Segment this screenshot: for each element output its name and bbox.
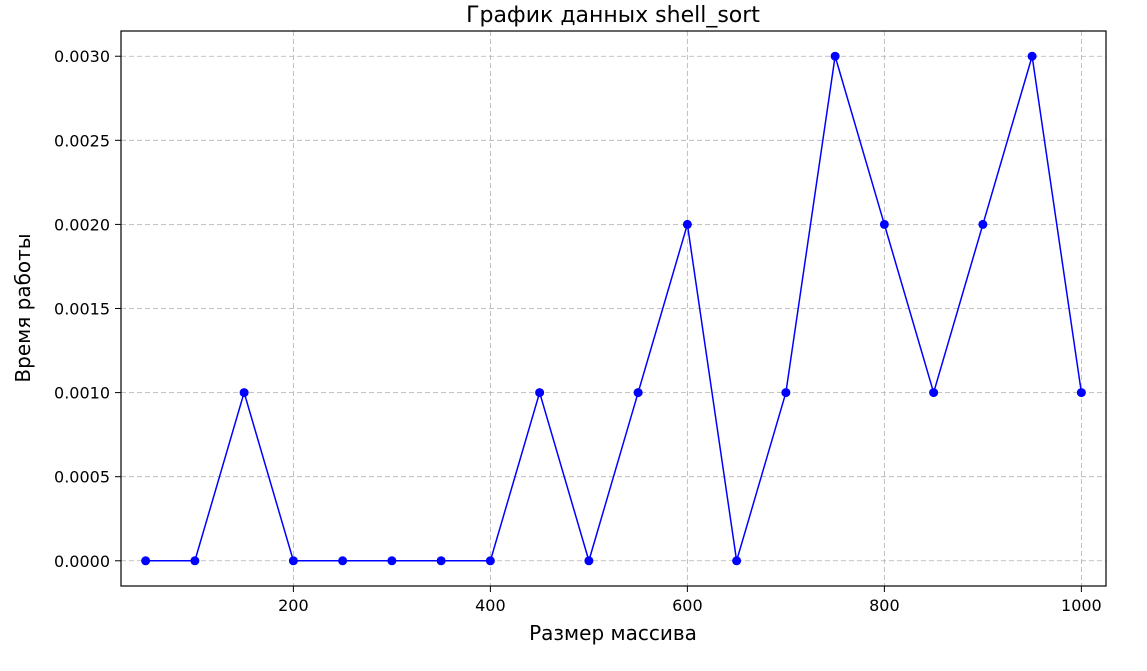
series-line [145, 56, 1083, 564]
x-tick-label: 400 [475, 596, 506, 615]
y-tick-label: 0.0015 [54, 300, 110, 319]
data-point [436, 556, 446, 566]
data-point [387, 556, 397, 566]
x-tick-label: 1000 [1061, 596, 1102, 615]
x-tick-label: 200 [278, 596, 309, 615]
data-point [929, 388, 939, 398]
data-point [584, 556, 594, 566]
y-axis-label: Время работы [11, 233, 35, 382]
data-point [288, 556, 298, 566]
data-point [978, 219, 988, 229]
series-layer [141, 51, 1086, 566]
x-tick-label: 800 [869, 596, 900, 615]
y-tick-label: 0.0020 [54, 215, 110, 234]
y-tick-label: 0.0025 [54, 131, 110, 150]
y-tick-label: 0.0010 [54, 384, 110, 403]
data-point [485, 556, 495, 566]
data-point [830, 51, 840, 61]
data-point [1027, 51, 1037, 61]
data-point [141, 556, 151, 566]
data-point [190, 556, 200, 566]
data-point [338, 556, 348, 566]
data-point [781, 388, 791, 398]
y-axis: 0.0000 0.0005 0.0010 0.0015 0.0020 0.0025 0.00… [54, 47, 121, 571]
data-point [1076, 388, 1086, 398]
x-axis: 200 400 600 800 1000 [278, 586, 1102, 615]
data-point [682, 219, 692, 229]
y-tick-label: 0.0000 [54, 552, 110, 571]
y-tick-label: 0.0005 [54, 468, 110, 487]
x-axis-label: Размер массива [529, 621, 697, 645]
y-tick-label: 0.0030 [54, 47, 110, 66]
data-point [633, 388, 643, 398]
data-point [535, 388, 545, 398]
data-point [732, 556, 742, 566]
data-point [239, 388, 249, 398]
data-point [879, 219, 889, 229]
x-tick-label: 600 [672, 596, 703, 615]
chart-title: График данных shell_sort [466, 3, 760, 28]
